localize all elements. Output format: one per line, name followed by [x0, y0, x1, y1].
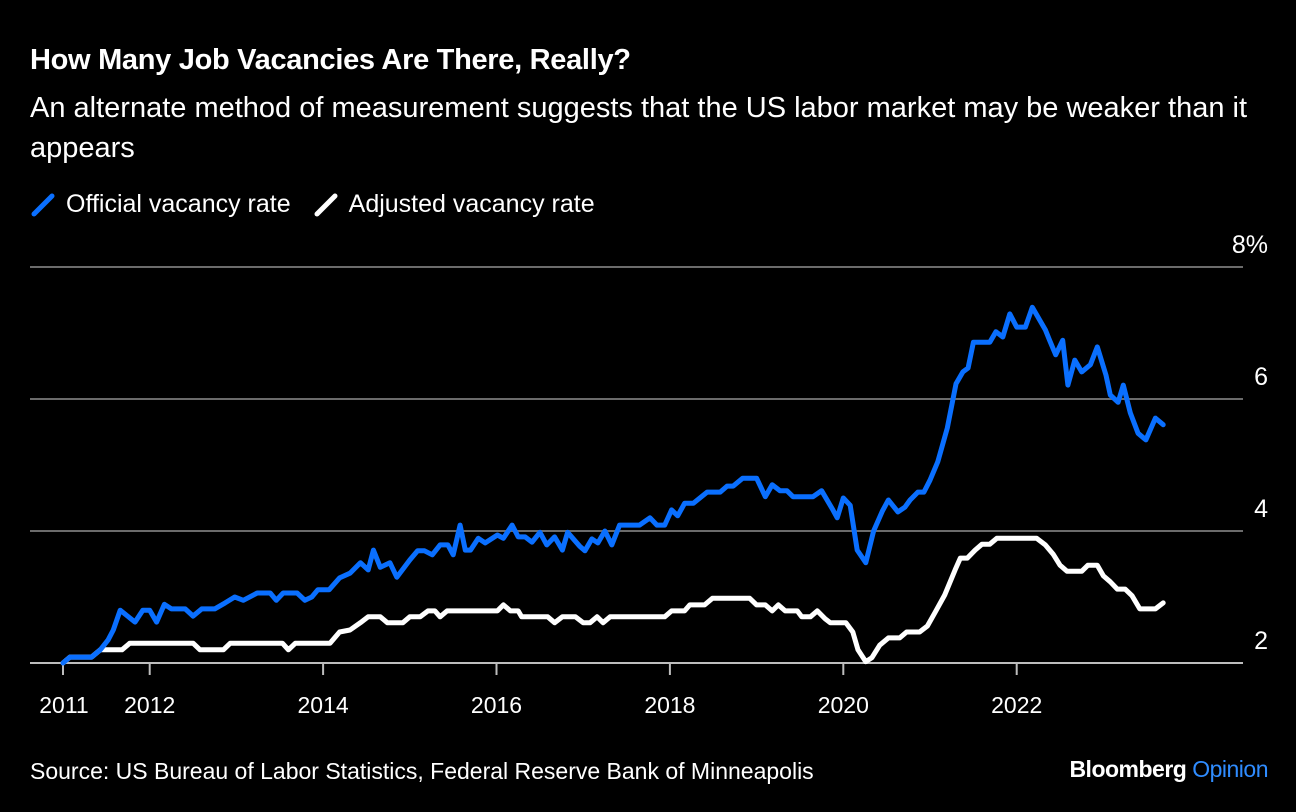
logo-brand: Bloomberg [1069, 756, 1187, 782]
y-tick-label: 8% [1232, 231, 1268, 259]
source-note: Source: US Bureau of Labor Statistics, F… [30, 758, 814, 784]
legend-label-official: Official vacancy rate [66, 190, 291, 218]
legend: Official vacancy rate Adjusted vacancy r… [30, 190, 595, 219]
chart-subtitle: An alternate method of measurement sugge… [30, 92, 1248, 164]
x-tick-label: 2012 [124, 692, 175, 718]
chart-title: How Many Job Vacancies Are There, Really… [30, 44, 631, 76]
legend-item-adjusted: Adjusted vacancy rate [313, 190, 595, 219]
legend-swatch-official [31, 193, 55, 216]
logo-suffix: Opinion [1192, 756, 1268, 782]
series-line-official [60, 304, 1166, 666]
series-line-adjusted [60, 535, 1166, 666]
x-tick-label: 2016 [471, 692, 522, 718]
bloomberg-opinion-logo: Bloomberg Opinion [1069, 756, 1268, 783]
legend-swatch-adjusted [314, 193, 338, 216]
y-tick-label: 2 [1254, 627, 1268, 655]
y-tick-label: 4 [1254, 495, 1268, 523]
y-tick-label: 6 [1254, 363, 1268, 391]
x-tick-label: 2018 [644, 692, 695, 718]
x-tick-label: 2014 [298, 692, 349, 718]
x-tick-label: 2020 [818, 692, 869, 718]
legend-label-adjusted: Adjusted vacancy rate [348, 190, 595, 218]
x-tick-label: 2011 [39, 692, 88, 718]
x-tick-label: 2022 [991, 692, 1042, 718]
legend-item-official: Official vacancy rate [30, 190, 291, 219]
